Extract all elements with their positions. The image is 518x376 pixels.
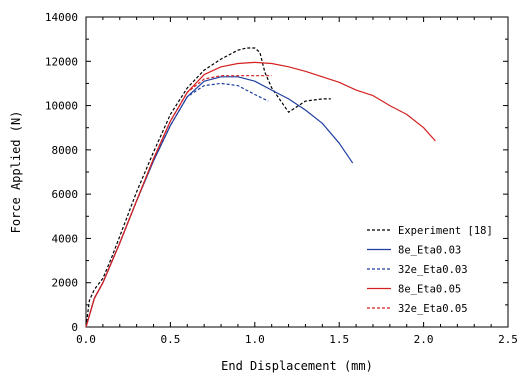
series-line-3 xyxy=(85,82,269,328)
y-tick-label: 0 xyxy=(71,321,78,334)
legend: Experiment [18] 8e_Eta0.03 32e_Eta0.03 8e_E… xyxy=(367,225,493,315)
legend-label-2: 8e_Eta0.03 xyxy=(398,245,461,257)
series-line-2 xyxy=(85,76,354,328)
y-tick-label: 10000 xyxy=(45,100,78,113)
series-line-5 xyxy=(85,75,272,328)
y-tick-label: 6000 xyxy=(52,188,79,201)
y-tick-label: 2000 xyxy=(52,277,79,290)
axis-ticks: 0.0 0.5 1.0 1.5 2.0 2.5 0 2000 4000 6000 8000 10000… xyxy=(45,11,518,346)
y-tick-label: 12000 xyxy=(45,55,78,68)
y-tick-label: 14000 xyxy=(45,11,78,24)
y-axis-label: Force Applied (N) xyxy=(9,111,23,234)
series-line-1 xyxy=(85,47,331,328)
x-tick-label: 2.5 xyxy=(498,333,518,346)
x-tick-label: 0.0 xyxy=(76,333,96,346)
legend-label-3: 32e_Eta0.03 xyxy=(398,264,468,276)
y-tick-label: 4000 xyxy=(52,232,79,245)
legend-label-1: Experiment [18] xyxy=(398,225,493,237)
x-tick-label: 2.0 xyxy=(414,333,434,346)
legend-label-4: 8e_Eta0.05 xyxy=(398,284,461,296)
x-tick-label: 1.0 xyxy=(245,333,265,346)
x-tick-label: 0.5 xyxy=(160,333,180,346)
x-tick-label: 1.5 xyxy=(329,333,349,346)
y-tick-label: 8000 xyxy=(52,144,79,157)
series-lines xyxy=(85,47,436,328)
x-axis-label: End Displacement (mm) xyxy=(221,359,373,373)
legend-label-5: 32e_Eta0.05 xyxy=(398,303,468,315)
